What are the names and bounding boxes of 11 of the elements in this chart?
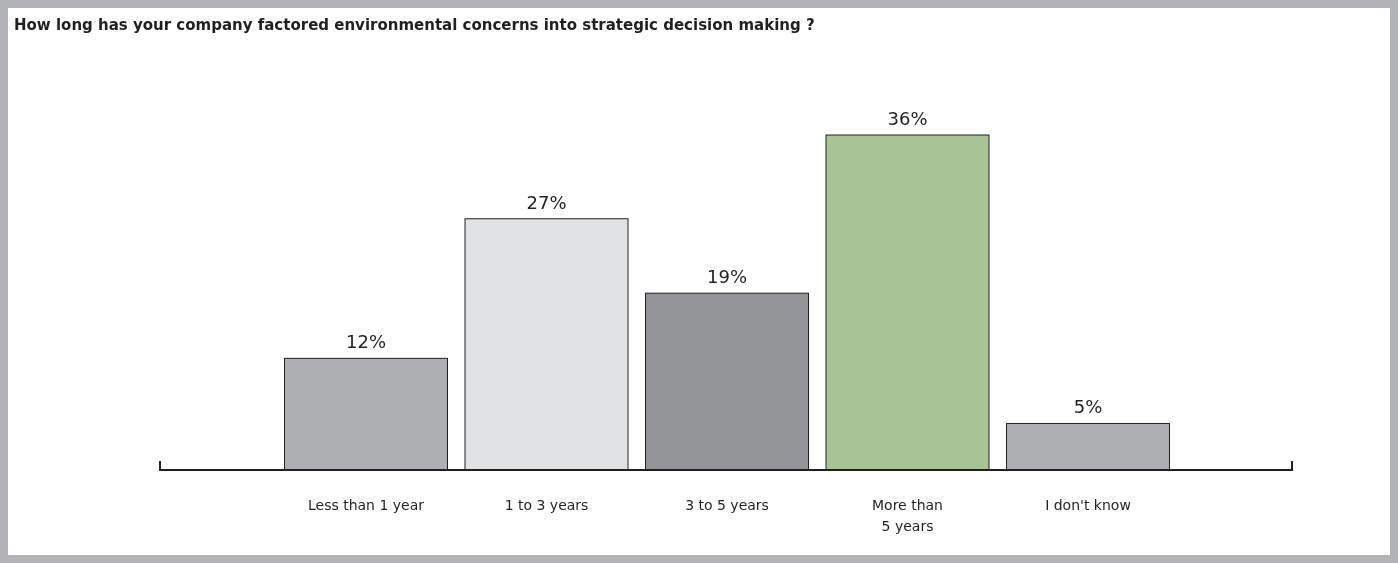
x-tick-label: More than 5 years: [872, 497, 943, 534]
data-label: 27%: [526, 191, 567, 213]
data-label: 5%: [1073, 396, 1103, 418]
x-tick-label: I don't know: [1045, 497, 1131, 513]
x-tick-label: 1 to 3 years: [504, 497, 589, 513]
x-tick-label: 3 to 5 years: [685, 497, 769, 513]
x-tick-label: Less than 1 year: [307, 497, 425, 513]
data-label: 12%: [345, 331, 387, 353]
data-label: 19%: [706, 266, 748, 288]
data-label: 36%: [887, 108, 928, 129]
chart-title: How long has your company factored environmental concerns into strategic decision making ?: [14, 16, 815, 34]
